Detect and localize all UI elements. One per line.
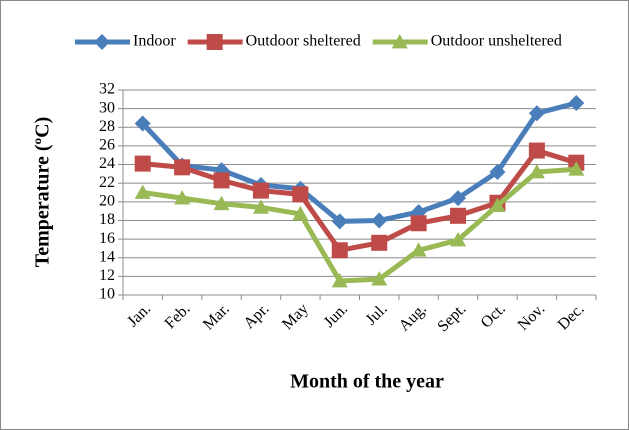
legend-marker [94, 34, 110, 50]
y-tick-label: 12 [99, 267, 115, 284]
marker [568, 161, 585, 176]
y-axis-title: Temperature (ºC) [32, 117, 54, 267]
x-axis-title: Month of the year [290, 371, 444, 393]
marker [489, 197, 506, 212]
marker [252, 182, 269, 199]
marker [174, 190, 191, 205]
marker [450, 232, 467, 247]
y-tick-label: 26 [99, 137, 115, 154]
marker [528, 164, 545, 179]
marker [528, 142, 545, 159]
y-tick-label: 24 [99, 155, 115, 172]
marker [371, 212, 388, 229]
y-tick-label: 10 [99, 286, 115, 303]
marker [568, 95, 585, 112]
marker [252, 199, 269, 214]
marker [213, 195, 230, 211]
y-tick-label: 20 [99, 192, 115, 209]
series-line [142, 166, 577, 284]
marker [331, 273, 348, 288]
marker [134, 184, 151, 199]
marker [450, 190, 467, 207]
marker [174, 159, 191, 176]
legend-label: Outdoor sheltered [246, 33, 361, 50]
y-tick-label: 30 [99, 99, 115, 116]
marker [410, 242, 427, 257]
marker [134, 115, 151, 132]
marker [528, 105, 545, 122]
marker [213, 172, 230, 189]
y-tick-label: 32 [99, 81, 115, 98]
marker [450, 207, 467, 224]
legend-label: Outdoor unsheltered [431, 33, 562, 50]
legend-marker [391, 34, 408, 49]
marker [371, 271, 388, 286]
marker [292, 205, 309, 221]
y-tick-label: 16 [99, 230, 115, 247]
marker [410, 215, 427, 232]
y-tick-label: 28 [99, 118, 115, 135]
marker [331, 213, 348, 230]
legend-marker [206, 34, 223, 50]
marker [134, 155, 151, 172]
y-tick-label: 22 [99, 174, 115, 191]
marker [331, 242, 348, 259]
legend-label: Indoor [133, 33, 176, 50]
y-tick-label: 14 [99, 248, 115, 265]
marker [489, 164, 506, 180]
marker [371, 234, 388, 251]
y-tick-label: 18 [99, 211, 115, 228]
marker [292, 186, 309, 203]
